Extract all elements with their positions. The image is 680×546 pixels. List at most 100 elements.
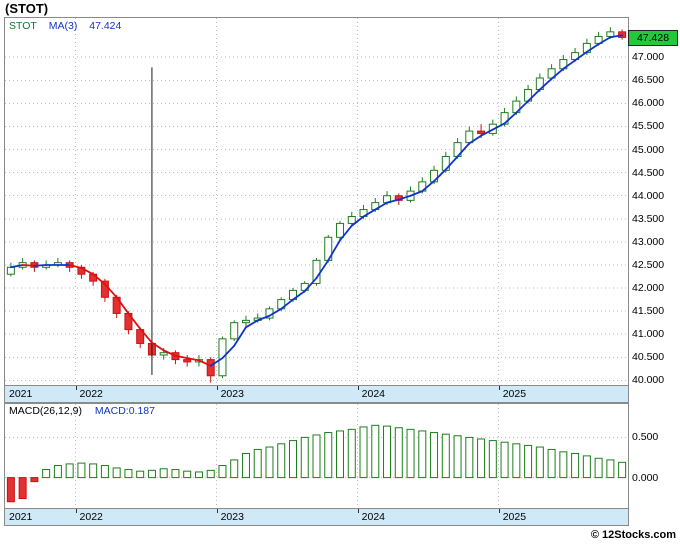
year-label: 2023 xyxy=(220,511,244,523)
ma-segment xyxy=(491,122,506,131)
ma-segment xyxy=(421,180,435,193)
price-tick-label: 44.000 xyxy=(632,189,665,202)
ma-segment xyxy=(245,319,259,329)
ma-segment xyxy=(609,34,624,39)
year-tick xyxy=(357,509,359,513)
macd-bar xyxy=(535,446,544,479)
price-tick-label: 40.500 xyxy=(632,351,665,364)
macd-bar xyxy=(30,477,39,483)
ma-segment xyxy=(280,298,294,310)
year-label: 2021 xyxy=(9,388,33,400)
legend-symbol: STOT xyxy=(9,20,37,32)
price-legend: STOT MA(3) 47.424 xyxy=(9,20,130,32)
ma-segment xyxy=(303,277,318,293)
ma-segment xyxy=(21,264,36,267)
ma-segment xyxy=(374,201,388,211)
ma-segment xyxy=(386,198,400,204)
ma-segment xyxy=(480,128,494,137)
candle xyxy=(241,319,250,324)
macd-bar xyxy=(524,444,533,479)
ma-segment xyxy=(515,100,529,114)
macd-bar xyxy=(441,433,450,479)
page-title: (STOT) xyxy=(5,1,49,16)
ma-segment xyxy=(268,307,283,317)
macd-bar xyxy=(53,465,62,479)
candle xyxy=(606,31,615,37)
price-tick-label: 43.500 xyxy=(632,212,665,225)
year-tick xyxy=(498,386,500,390)
year-label: 2025 xyxy=(502,511,527,523)
ma-segment xyxy=(327,239,341,262)
year-label: 2025 xyxy=(502,388,527,400)
macd-bar xyxy=(253,448,262,479)
macd-bar xyxy=(488,440,497,479)
candle xyxy=(159,352,168,356)
ma-segment xyxy=(456,142,471,158)
macd-bar xyxy=(89,463,98,479)
ma-segment xyxy=(315,259,330,279)
year-tick xyxy=(75,386,77,390)
ma-segment xyxy=(503,111,518,125)
macd-bar xyxy=(453,435,462,479)
ma-segment xyxy=(350,215,365,227)
ma-segment xyxy=(468,134,482,145)
candle xyxy=(336,222,345,238)
year-label: 2023 xyxy=(220,388,244,400)
ma-segment xyxy=(362,208,377,218)
legend-ma-value: 47.424 xyxy=(89,20,122,32)
ma-segment xyxy=(92,273,106,286)
year-label: 2022 xyxy=(79,511,103,523)
macd-bar xyxy=(171,469,180,479)
ma-segment xyxy=(139,327,153,344)
macd-bar xyxy=(77,462,86,479)
macd-bar xyxy=(477,438,486,479)
ma-segment xyxy=(186,357,200,362)
year-label: 2024 xyxy=(361,388,385,400)
credit-link[interactable]: © 12Stocks.com xyxy=(590,529,676,541)
macd-plot xyxy=(5,404,628,508)
macd-bar xyxy=(312,434,321,479)
ma-segment xyxy=(433,168,447,183)
price-tick-label: 45.500 xyxy=(632,120,665,133)
macd-bar xyxy=(6,477,15,503)
ma-segment xyxy=(115,296,130,315)
price-tick-label: 46.000 xyxy=(632,97,665,110)
macd-bar xyxy=(336,430,345,479)
year-label: 2024 xyxy=(361,511,385,523)
ma-segment xyxy=(550,67,565,80)
macd-bar xyxy=(136,470,145,479)
ma-segment xyxy=(562,59,577,70)
right-axis-labels: 47.000 46.500 46.000 45.500 45.000 44.500 44.0… xyxy=(632,0,678,546)
macd-bar xyxy=(465,436,474,479)
candle xyxy=(230,322,239,340)
price-tick-label: 45.000 xyxy=(632,143,665,156)
ma-segment xyxy=(209,357,224,367)
ma-segment xyxy=(574,50,588,62)
macd-bar xyxy=(18,477,27,500)
ma-segment xyxy=(33,264,48,267)
ma-segment xyxy=(397,194,412,201)
ma-segment xyxy=(151,341,165,352)
macd-panel: MACD(26,12,9) MACD:0.187 xyxy=(4,403,629,509)
macd-bar xyxy=(606,459,615,479)
year-label: 2022 xyxy=(79,388,103,400)
macd-bar xyxy=(512,443,521,479)
ma-segment xyxy=(597,36,612,46)
x-axis-years-top: 2021 2022 2023 2024 2025 xyxy=(4,386,629,403)
ma-segment xyxy=(198,359,212,367)
year-tick xyxy=(216,386,218,390)
ma-segment xyxy=(68,264,83,269)
ma-segment xyxy=(444,155,459,171)
macd-bar xyxy=(265,446,274,479)
macd-bar xyxy=(194,471,203,479)
macd-bar xyxy=(324,432,333,479)
macd-bar xyxy=(230,459,239,479)
macd-bar xyxy=(112,467,121,479)
ma-segment xyxy=(233,326,247,347)
macd-value: MACD:0.187 xyxy=(94,405,155,417)
ma-segment xyxy=(221,344,236,359)
macd-bar xyxy=(547,448,556,479)
last-price-badge: 47.428 xyxy=(628,30,678,46)
price-tick-label: 42.000 xyxy=(632,282,665,295)
